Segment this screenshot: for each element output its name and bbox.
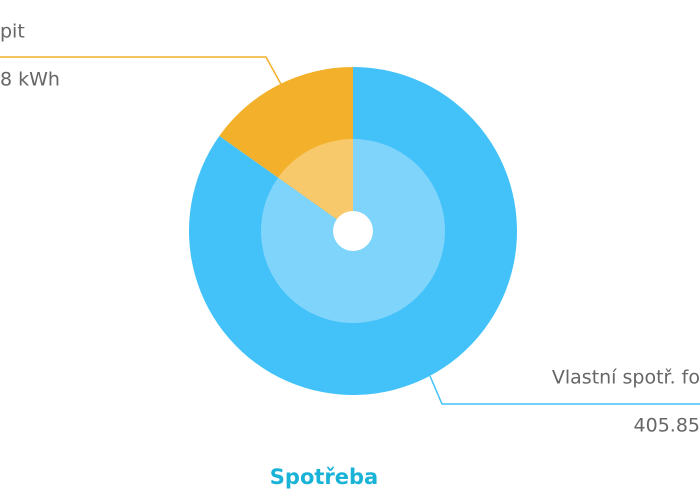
pie-slice-inner [277, 139, 353, 231]
leader-line [429, 375, 700, 405]
slice-label: pit [0, 21, 25, 43]
slice-label: Vlastní spotř. fo [552, 367, 700, 389]
value-label: 8 kWh [0, 69, 60, 91]
chart-title: Spotřeba [270, 465, 378, 489]
value-label: 405.85 [634, 415, 700, 437]
pie-hole [333, 211, 373, 251]
leader-line [0, 56, 283, 87]
